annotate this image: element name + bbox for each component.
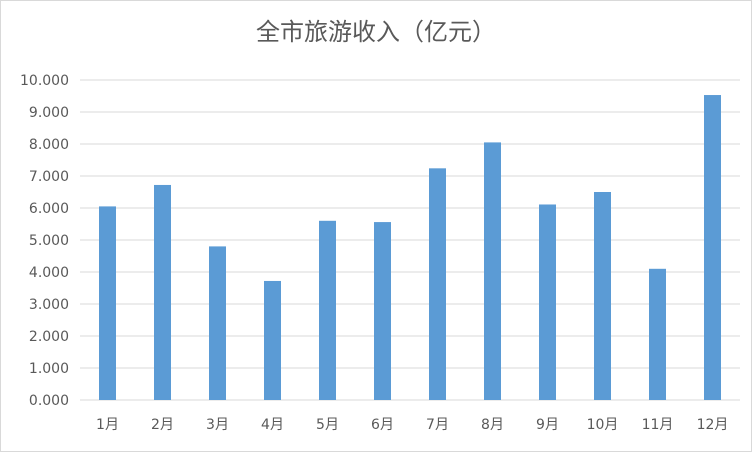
x-tick-label: 11月: [642, 417, 674, 433]
x-tick-label: 2月: [151, 417, 174, 433]
y-tick-label: 10.000: [20, 73, 69, 89]
y-tick-label: 7.000: [29, 169, 69, 185]
bar-6: [374, 222, 391, 400]
bar-11: [649, 268, 666, 400]
x-tick-label: 10月: [587, 417, 619, 433]
y-tick-label: 5.000: [29, 233, 69, 249]
y-axis: 0.000 1.000 2.000 3.000 4.000 5.000 6.000 7.000…: [20, 73, 69, 409]
x-tick-label: 5月: [316, 417, 339, 433]
x-tick-label: 9月: [536, 417, 559, 433]
bar-5: [319, 220, 336, 400]
bar-8: [484, 142, 501, 400]
y-tick-label: 9.000: [29, 105, 69, 121]
y-tick-label: 8.000: [29, 137, 69, 153]
y-tick-label: 1.000: [29, 361, 69, 377]
bar-2: [154, 184, 171, 400]
x-axis: 1月 2月 3月 4月 5月 6月 7月 8月 9月 10月 11月 12月: [96, 417, 728, 433]
y-tick-label: 0.000: [29, 393, 69, 409]
bar-12: [704, 95, 721, 400]
gridlines: [80, 79, 740, 401]
y-tick-label: 6.000: [29, 201, 69, 217]
bar-10: [594, 192, 611, 400]
bar-7: [429, 168, 446, 400]
bar-9: [539, 204, 556, 400]
y-tick-label: 4.000: [29, 265, 69, 281]
x-tick-label: 3月: [206, 417, 229, 433]
bar-4: [264, 280, 281, 400]
x-tick-label: 8月: [481, 417, 504, 433]
y-tick-label: 3.000: [29, 297, 69, 313]
bar-1: [99, 206, 116, 400]
x-tick-label: 4月: [261, 417, 284, 433]
bars: [99, 95, 721, 400]
y-tick-label: 2.000: [29, 329, 69, 345]
x-tick-label: 6月: [371, 417, 394, 433]
bar-3: [209, 246, 226, 400]
x-tick-label: 12月: [697, 417, 729, 433]
x-tick-label: 1月: [96, 417, 119, 433]
chart-title: 全市旅游收入（亿元）: [256, 18, 496, 46]
x-tick-label: 7月: [426, 417, 449, 433]
